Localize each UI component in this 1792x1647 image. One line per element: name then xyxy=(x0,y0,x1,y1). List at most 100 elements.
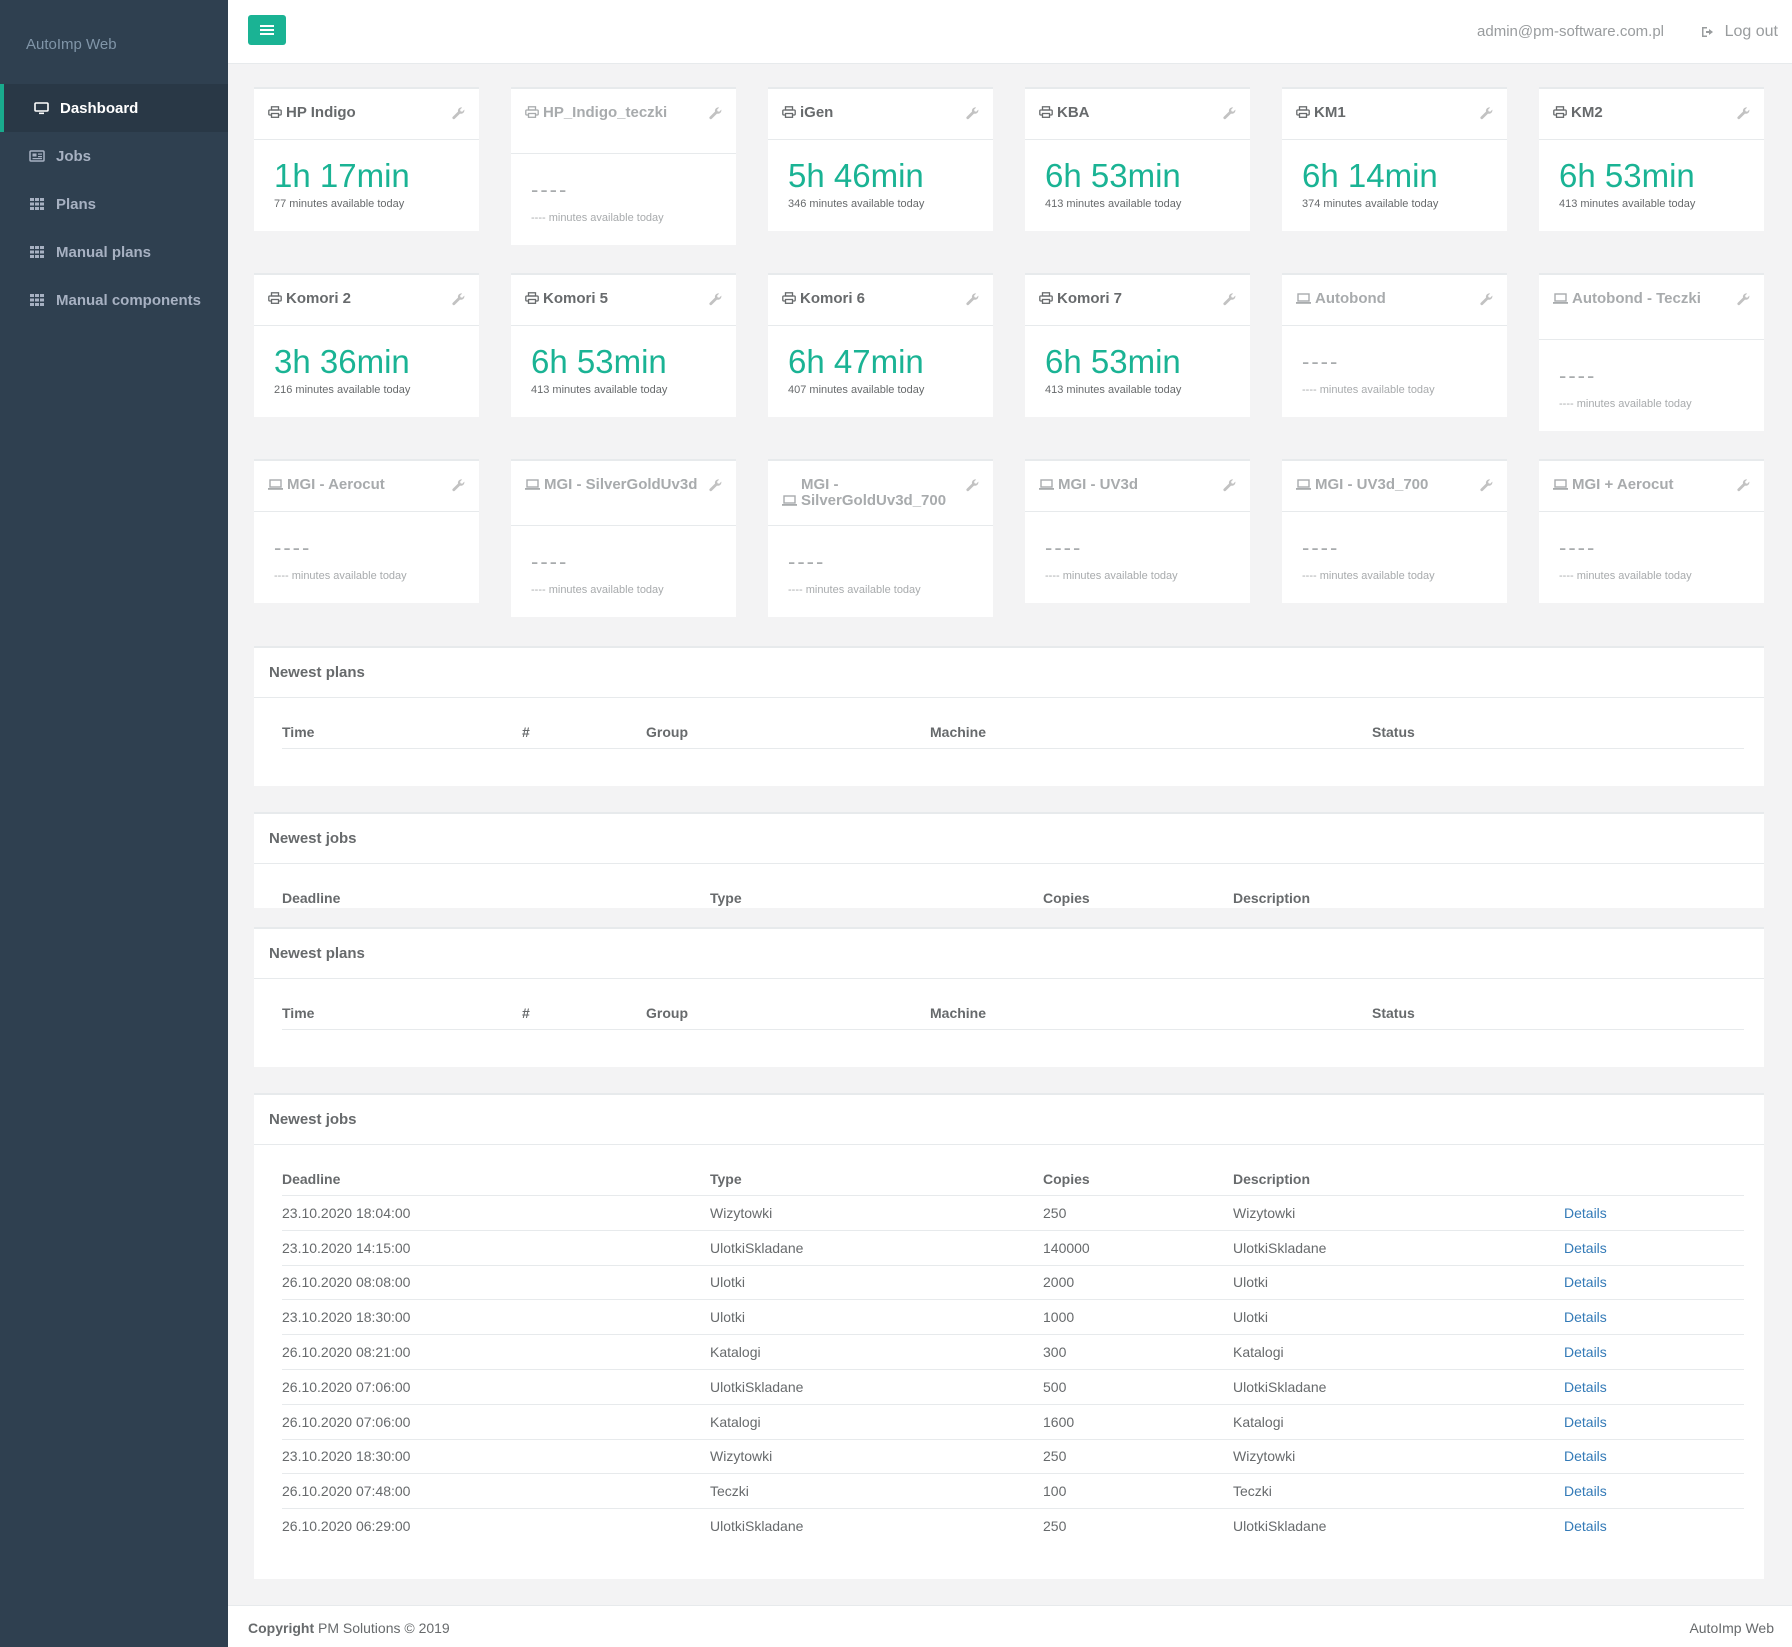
machine-name: Komori 6 xyxy=(800,290,866,307)
wrench-icon[interactable] xyxy=(1223,293,1236,310)
cell-copies: 1000 xyxy=(1043,1299,1233,1335)
column-header-status: Status xyxy=(1372,997,1744,1030)
machine-name: MGI - Aerocut xyxy=(287,476,385,493)
wrench-icon[interactable] xyxy=(1737,293,1750,310)
cell-copies: 250 xyxy=(1043,1508,1233,1544)
machine-name: HP Indigo xyxy=(286,104,356,121)
column-header-time: Time xyxy=(282,716,522,749)
details-link[interactable]: Details xyxy=(1564,1299,1744,1335)
machine-card-header: MGI - UV3d_700 xyxy=(1282,461,1507,512)
wrench-icon[interactable] xyxy=(1223,479,1236,496)
logout-link[interactable]: Log out xyxy=(1701,23,1778,41)
wrench-icon[interactable] xyxy=(1480,107,1493,124)
cell-description: Katalogi xyxy=(1233,1403,1564,1440)
machine-card-body: 3h 36min 216 minutes available today xyxy=(254,326,479,396)
wrench-icon[interactable] xyxy=(1223,107,1236,124)
table-header-row: Deadline Type Copies Description xyxy=(282,1163,1744,1196)
cell-description: Wizytowki xyxy=(1233,1438,1564,1474)
machine-name: Autobond xyxy=(1315,290,1386,307)
machine-card-header: Komori 7 xyxy=(1025,275,1250,326)
machine-card-body: 1h 17min 77 minutes available today xyxy=(254,140,479,210)
column-header-number: # xyxy=(522,716,646,749)
details-link[interactable]: Details xyxy=(1564,1368,1744,1405)
cell-deadline: 26.10.2020 08:08:00 xyxy=(282,1264,710,1300)
available-minutes-note: ---- minutes available today xyxy=(788,584,921,596)
wrench-icon[interactable] xyxy=(709,107,722,124)
wrench-icon[interactable] xyxy=(1480,293,1493,310)
table-row: 26.10.2020 08:21:00 Katalogi 300 Katalogi De… xyxy=(282,1334,1744,1370)
available-time: 6h 53min xyxy=(1045,343,1181,380)
available-time: ---- xyxy=(531,549,569,574)
machine-card-header: Komori 5 xyxy=(511,275,736,326)
machine-card-body: 6h 14min 374 minutes available today xyxy=(1282,140,1507,210)
machine-card-body: 6h 47min 407 minutes available today xyxy=(768,326,993,396)
column-header-status: Status xyxy=(1372,716,1744,749)
wrench-icon[interactable] xyxy=(1737,479,1750,496)
wrench-icon[interactable] xyxy=(709,293,722,310)
sidebar-item-label: Manual components xyxy=(56,291,202,309)
machine-card-body: ---- ---- minutes available today xyxy=(1025,512,1250,582)
sidebar-item-plans[interactable]: Plans xyxy=(0,180,228,228)
sidebar-item-jobs[interactable]: Jobs xyxy=(0,132,228,180)
available-minutes-note: 413 minutes available today xyxy=(1045,384,1182,396)
column-header-machine: Machine xyxy=(930,997,1372,1030)
machine-card-body: 6h 53min 413 minutes available today xyxy=(1539,140,1764,210)
printer-icon xyxy=(782,106,796,118)
details-link[interactable]: Details xyxy=(1564,1438,1744,1474)
sidebar-item-dashboard[interactable]: Dashboard xyxy=(0,84,228,132)
cell-deadline: 23.10.2020 14:15:00 xyxy=(282,1229,710,1266)
available-minutes-note: ---- minutes available today xyxy=(531,584,664,596)
table-row: 26.10.2020 07:06:00 UlotkiSkladane 500 Ulot… xyxy=(282,1368,1744,1405)
details-link[interactable]: Details xyxy=(1564,1334,1744,1370)
laptop-icon xyxy=(268,479,283,490)
machine-card-header: MGI - SilverGoldUv3d_700 xyxy=(768,461,993,526)
cell-copies: 250 xyxy=(1043,1438,1233,1474)
machine-card-body: 6h 53min 413 minutes available today xyxy=(1025,140,1250,210)
sidebar-item-manual-components[interactable]: Manual components xyxy=(0,276,228,324)
cell-type: Ulotki xyxy=(710,1264,1043,1300)
column-header-type: Type xyxy=(710,1163,1043,1196)
wrench-icon[interactable] xyxy=(1737,107,1750,124)
wrench-icon[interactable] xyxy=(709,479,722,496)
details-link[interactable]: Details xyxy=(1564,1229,1744,1266)
copyright-text: PM Solutions © 2019 xyxy=(314,1620,450,1636)
wrench-icon[interactable] xyxy=(1480,479,1493,496)
wrench-icon[interactable] xyxy=(452,479,465,496)
details-link[interactable]: Details xyxy=(1564,1264,1744,1300)
details-link[interactable]: Details xyxy=(1564,1403,1744,1440)
wrench-icon[interactable] xyxy=(452,293,465,310)
laptop-icon xyxy=(525,479,540,490)
jobs-table: Deadline Type Copies Description 23.10.2020… xyxy=(282,1163,1744,1544)
machine-name: Komori 2 xyxy=(286,290,352,307)
available-minutes-note: ---- minutes available today xyxy=(1302,384,1435,396)
column-header-group: Group xyxy=(646,716,930,749)
wrench-icon[interactable] xyxy=(966,293,979,310)
available-minutes-note: 413 minutes available today xyxy=(1559,198,1696,210)
details-link[interactable]: Details xyxy=(1564,1473,1744,1509)
cell-description: Teczki xyxy=(1233,1473,1564,1509)
wrench-icon[interactable] xyxy=(966,479,979,496)
machine-card-body: 5h 46min 346 minutes available today xyxy=(768,140,993,210)
machine-name: MGI - UV3d xyxy=(1058,476,1139,493)
sidebar-item-manual-plans[interactable]: Manual plans xyxy=(0,228,228,276)
cell-deadline: 23.10.2020 18:04:00 xyxy=(282,1195,710,1231)
panel-title: Newest jobs xyxy=(254,1095,1764,1145)
details-link[interactable]: Details xyxy=(1564,1508,1744,1544)
available-minutes-note: 407 minutes available today xyxy=(788,384,925,396)
column-header-type: Type xyxy=(710,882,1043,908)
machine-name: Komori 5 xyxy=(543,290,609,307)
cell-type: UlotkiSkladane xyxy=(710,1229,1043,1266)
machine-card: MGI - SilverGoldUv3d ---- ---- minutes ava… xyxy=(511,459,736,617)
menu-toggle-button[interactable] xyxy=(248,15,286,45)
column-header-copies: Copies xyxy=(1043,882,1233,908)
available-time: ---- xyxy=(1559,363,1597,388)
details-link[interactable]: Details xyxy=(1564,1195,1744,1231)
printer-icon xyxy=(1296,106,1310,118)
printer-icon xyxy=(1039,106,1053,118)
newest-plans-panel: Newest plans Time # Group Machine Status xyxy=(254,646,1764,786)
cell-type: Ulotki xyxy=(710,1299,1043,1335)
printer-icon xyxy=(782,292,796,304)
available-minutes-note: 374 minutes available today xyxy=(1302,198,1439,210)
wrench-icon[interactable] xyxy=(966,107,979,124)
wrench-icon[interactable] xyxy=(452,107,465,124)
